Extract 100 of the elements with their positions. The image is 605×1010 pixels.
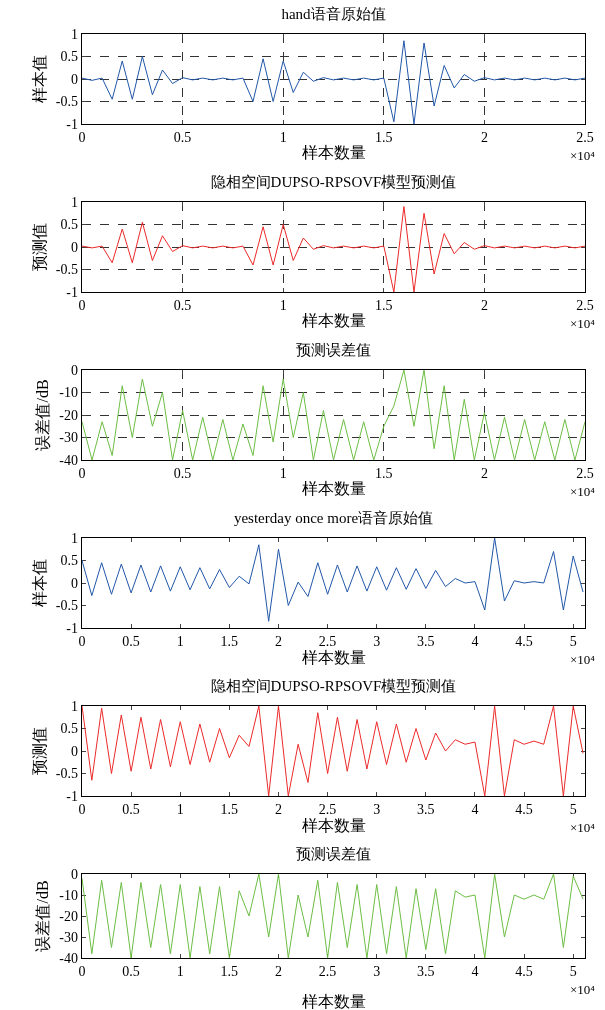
x-tick-label: 2.5 xyxy=(576,466,594,481)
y-tick-label: 1 xyxy=(71,194,78,210)
text: ×10⁴ xyxy=(570,148,596,163)
x-axis-title: 样本数量 xyxy=(301,817,366,834)
x-axis-title: 样本数量 xyxy=(301,311,366,329)
x-tick-label: 0.5 xyxy=(173,298,192,313)
x-tick-label: 0.5 xyxy=(173,466,192,481)
line-series xyxy=(82,538,584,622)
y-axis-title: 预测值 xyxy=(30,727,48,775)
x-tick-label: 1.5 xyxy=(375,466,393,481)
x-tick-label: 1 xyxy=(176,634,184,649)
y-tick-label: -1 xyxy=(66,788,78,804)
y-axis-title: 误差值/dB xyxy=(34,379,52,451)
x-tick-label: 2 xyxy=(274,964,282,979)
x-axis-title: 样本数量 xyxy=(301,649,366,666)
y-tick-label: -30 xyxy=(59,430,78,446)
x-tick-label: 0.5 xyxy=(173,130,192,145)
chart-title: 预测误差值 xyxy=(296,341,371,358)
x-tick-label: 2 xyxy=(480,130,488,145)
chart-title: yesterday once more语音原始值 xyxy=(233,509,434,526)
x-tick-label: 2.5 xyxy=(318,802,337,817)
x-tick-label: 5 xyxy=(569,964,577,979)
text: ×10⁴ xyxy=(570,820,596,835)
y-tick-label: -0.5 xyxy=(55,94,78,110)
chart-title: 隐相空间DUPSO-RPSOVF模型预测值 xyxy=(210,677,457,694)
x-tick-label: 3 xyxy=(373,964,381,979)
chart-title: 隐相空间DUPSO-RPSOVF模型预测值 xyxy=(210,173,457,190)
x-tick-label: 3 xyxy=(373,802,381,817)
y-tick-label: -40 xyxy=(59,950,78,966)
y-tick-label: 0 xyxy=(71,866,78,882)
x-tick-label: 1.5 xyxy=(220,964,239,979)
y-tick-label: 0.5 xyxy=(60,553,78,569)
x-tick-label: 3.5 xyxy=(417,802,435,817)
x-tick-label: 1 xyxy=(176,802,184,817)
y-tick-label: 0 xyxy=(71,239,78,255)
x-tick-label: 2.5 xyxy=(576,130,594,145)
y-axis-title: 预测值 xyxy=(30,223,48,271)
y-tick-label: -1 xyxy=(66,284,78,300)
x-tick-label: 2 xyxy=(274,802,282,817)
y-tick-label: 0.5 xyxy=(60,217,78,233)
y-axis-title: 样本值 xyxy=(30,559,48,607)
x-tick-label: 1.5 xyxy=(220,802,239,817)
x-tick-label: 1.5 xyxy=(375,130,393,145)
text: ×10⁴ xyxy=(570,652,596,667)
x-tick-label: 2 xyxy=(274,634,282,649)
y-tick-label: -30 xyxy=(59,929,78,945)
x-axis-title: 样本数量 xyxy=(301,143,366,161)
y-tick-label: -40 xyxy=(59,452,78,468)
y-tick-label: -0.5 xyxy=(55,262,78,278)
y-tick-label: -0.5 xyxy=(55,766,78,782)
chart-title: 预测误差值 xyxy=(296,845,371,862)
y-tick-label: 0.5 xyxy=(60,49,78,65)
x-tick-label: 4 xyxy=(471,964,479,979)
y-tick-label: -20 xyxy=(59,908,78,924)
x-tick-label: 4.5 xyxy=(515,964,533,979)
y-tick-label: 0 xyxy=(71,71,78,87)
y-tick-label: -1 xyxy=(66,116,78,132)
chart-title: hand语音原始值 xyxy=(281,5,386,22)
x-tick-label: 0.5 xyxy=(122,802,140,817)
y-tick-label: 1 xyxy=(71,698,78,714)
x-tick-label: 1.5 xyxy=(220,634,239,649)
y-tick-label: 0 xyxy=(71,743,78,759)
x-tick-label: 2.5 xyxy=(318,634,337,649)
y-tick-label: -10 xyxy=(59,887,78,903)
y-tick-label: -20 xyxy=(59,407,78,423)
x-tick-label: 3.5 xyxy=(417,634,435,649)
x-tick-label: 1 xyxy=(279,130,287,145)
x-axis-title: 样本数量 xyxy=(301,479,366,497)
x-tick-label: 4.5 xyxy=(515,634,533,649)
y-tick-label: 0 xyxy=(71,362,78,378)
x-tick-label: 4.5 xyxy=(515,802,533,817)
y-axis-title: 样本值 xyxy=(30,55,48,103)
line-series xyxy=(82,706,584,796)
text: ×10⁴ xyxy=(570,316,596,331)
line-series xyxy=(82,40,585,124)
x-tick-label: 2.5 xyxy=(318,964,337,979)
x-tick-label: 1 xyxy=(176,964,184,979)
y-tick-label: 1 xyxy=(71,530,78,546)
line-series xyxy=(82,206,585,292)
x-tick-label: 1 xyxy=(279,298,287,313)
x-axis-title: 样本数量 xyxy=(301,993,366,1010)
x-tick-label: 2.5 xyxy=(576,298,594,313)
x-tick-label: 2 xyxy=(480,298,488,313)
x-tick-label: 1 xyxy=(279,466,287,481)
x-tick-label: 5 xyxy=(569,634,577,649)
text: ×10⁴ xyxy=(570,982,596,997)
y-tick-label: -0.5 xyxy=(55,598,78,614)
x-tick-label: 3 xyxy=(373,634,381,649)
x-tick-label: 5 xyxy=(569,802,577,817)
y-tick-label: 1 xyxy=(71,26,78,42)
x-tick-label: 2 xyxy=(480,466,488,481)
y-axis-title: 误差值/dB xyxy=(34,880,52,952)
y-tick-label: 0 xyxy=(71,575,78,591)
x-tick-label: 0.5 xyxy=(122,964,140,979)
y-tick-label: -10 xyxy=(59,385,78,401)
line-series xyxy=(82,874,584,958)
x-tick-label: 0.5 xyxy=(122,634,140,649)
text: ×10⁴ xyxy=(570,484,596,499)
x-tick-label: 1.5 xyxy=(375,298,393,313)
y-tick-label: -1 xyxy=(66,620,78,636)
